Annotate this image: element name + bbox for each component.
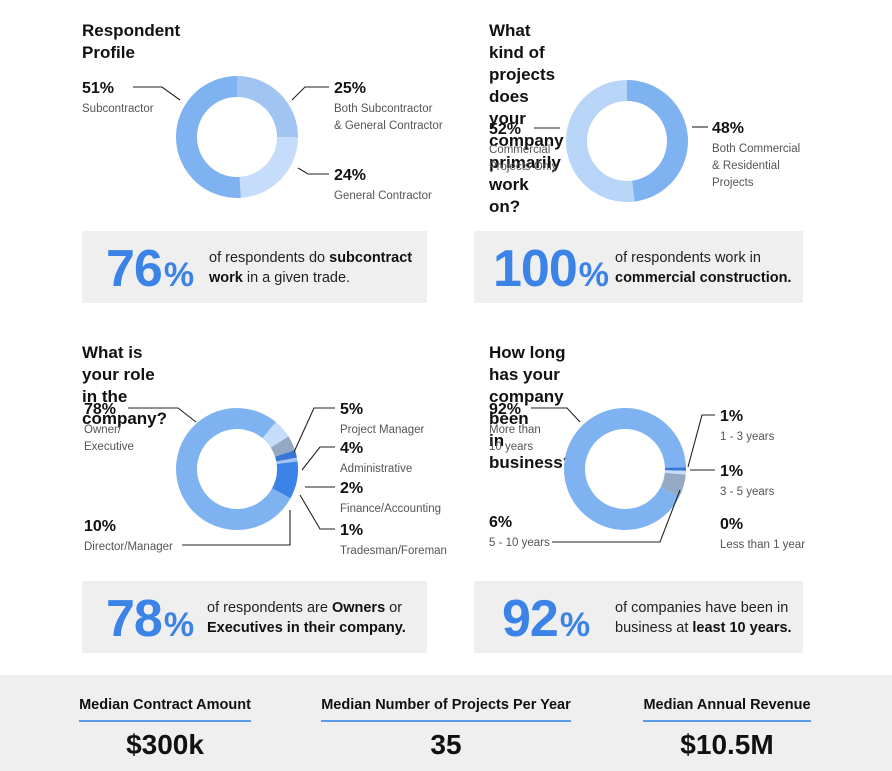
panel-title: What is your role in the company? (82, 343, 168, 428)
leader-line (301, 446, 335, 471)
slice-category-label: & Residential (712, 160, 780, 172)
metric-label: Median Contract Amount (79, 695, 251, 722)
leader-line (552, 489, 681, 543)
callout-owners: 78% of respondents are Owners or Executi… (82, 581, 427, 653)
slice-category-label: Projects Only (489, 161, 558, 173)
slice-category-label: Less than 1 year (720, 539, 805, 551)
callout-text: of respondents are Owners or Executives … (207, 600, 406, 636)
slice-category-label: General Contractor (334, 190, 432, 202)
panel-title: What kind of projects does your company … (489, 21, 564, 216)
leader-line (182, 510, 291, 546)
slice-category-label: Administrative (340, 463, 412, 475)
leader-line (687, 414, 715, 468)
slice-2 (237, 76, 298, 137)
slice-1 (175, 76, 241, 199)
metric-value: 35 (430, 729, 462, 760)
callout-big-number: 100% (493, 240, 609, 298)
leader-line (297, 167, 329, 175)
donut-chart-3: 78% Owner/Executive 5% Project Manager 4% Adm… (84, 401, 447, 557)
callout-big-number: 76% (106, 240, 194, 298)
callout-text: of respondents do subcontract work in a … (209, 250, 413, 286)
slice-category-label: 10 years (489, 441, 533, 453)
slice-category-label: Both Subcontractor (334, 103, 433, 115)
slice-percent-label: 25% (334, 80, 366, 97)
slice-3 (239, 137, 298, 198)
callout-commercial: 100% of respondents work in commercial c… (474, 231, 803, 303)
slice-category-label: Both Commercial (712, 143, 800, 155)
callout-text: of companies have been in business at le… (615, 600, 792, 636)
metric-contract-amount: Median Contract Amount $300k (60, 675, 270, 761)
slice-category-label: Subcontractor (82, 103, 154, 115)
slice-category-label: Project Manager (340, 424, 425, 436)
leader-line (291, 86, 329, 101)
donut-chart-1: 51% Subcontractor 25% Both Subcontractor & G… (82, 76, 443, 202)
donut-charts: 51% Subcontractor 25% Both Subcontractor & G… (82, 76, 805, 557)
slice-percent-label: 0% (720, 516, 743, 533)
slice-category-label: 1 - 3 years (720, 431, 775, 443)
slice-percent-label: 24% (334, 167, 366, 184)
slice-percent-label: 1% (720, 463, 743, 480)
slice-category-label: Director/Manager (84, 541, 173, 553)
leader-line (133, 86, 181, 101)
slice-percent-label: 52% (489, 121, 521, 138)
slice-category-label: 5 - 10 years (489, 537, 550, 549)
slice-percent-label: 1% (340, 522, 363, 539)
leader-line (531, 407, 581, 423)
callout-subcontract: 76% of respondents do subcontract work i… (82, 231, 427, 303)
slice-percent-label: 1% (720, 408, 743, 425)
slice-3 (270, 436, 296, 457)
callout-text: of respondents work in commercial constr… (615, 250, 792, 286)
slice-2 (262, 421, 289, 448)
slice-percent-label: 4% (340, 440, 363, 457)
slice-percent-label: 48% (712, 120, 744, 137)
slice-5 (276, 457, 298, 464)
slice-category-label: Tradesman/Foreman (340, 545, 447, 557)
slice-category-label: Owner/ (84, 424, 122, 436)
metric-label: Median Number of Projects Per Year (321, 695, 571, 722)
callout-10-years: 92% of companies have been in business a… (474, 581, 803, 653)
leader-line (293, 407, 335, 453)
metric-value: $10.5M (680, 729, 774, 760)
slice-2 (565, 80, 635, 202)
slice-category-label: Finance/Accounting (340, 503, 441, 515)
slice-percent-label: 51% (82, 80, 114, 97)
slice-1 (627, 80, 688, 202)
slice-category-label: Projects (712, 177, 754, 189)
metric-annual-revenue: Median Annual Revenue $10.5M (622, 675, 832, 761)
slice-percent-label: 5% (340, 401, 363, 418)
slice-2 (664, 467, 686, 471)
slice-category-label: More than (489, 424, 541, 436)
callout-big-number: 78% (106, 590, 194, 648)
slice-category-label: Commercial (489, 144, 550, 156)
callout-big-number: 92% (502, 590, 590, 648)
slice-category-label: & General Contractor (334, 120, 443, 132)
footer-metrics: Median Contract Amount $300k Median Numb… (0, 675, 892, 771)
slice-1 (175, 407, 291, 530)
panel-title: Respondent Profile (82, 21, 181, 62)
slice-category-label: Executive (84, 441, 134, 453)
slice-3 (664, 470, 686, 475)
leader-line (128, 407, 197, 423)
slice-category-label: 3 - 5 years (720, 486, 775, 498)
metric-projects-per-year: Median Number of Projects Per Year 35 (316, 675, 576, 761)
donut-chart-2: 48% Both Commercial & Residential Projects 5… (489, 80, 800, 202)
panel-title: How long has your company been in busine… (489, 343, 574, 472)
slice-6 (272, 461, 298, 499)
donut-chart-4: 92% More than 10 years 1% 1 - 3 years 1% 3 - 5… (489, 401, 805, 551)
slice-percent-label: 78% (84, 401, 116, 418)
metric-value: $300k (126, 729, 204, 760)
slice-percent-label: 10% (84, 518, 116, 535)
slice-4 (275, 450, 297, 462)
slice-percent-label: 6% (489, 514, 512, 531)
metric-label: Median Annual Revenue (643, 695, 811, 722)
slice-1 (564, 407, 686, 530)
slice-percent-label: 92% (489, 401, 521, 418)
leader-line (299, 494, 335, 530)
slice-percent-label: 2% (340, 480, 363, 497)
